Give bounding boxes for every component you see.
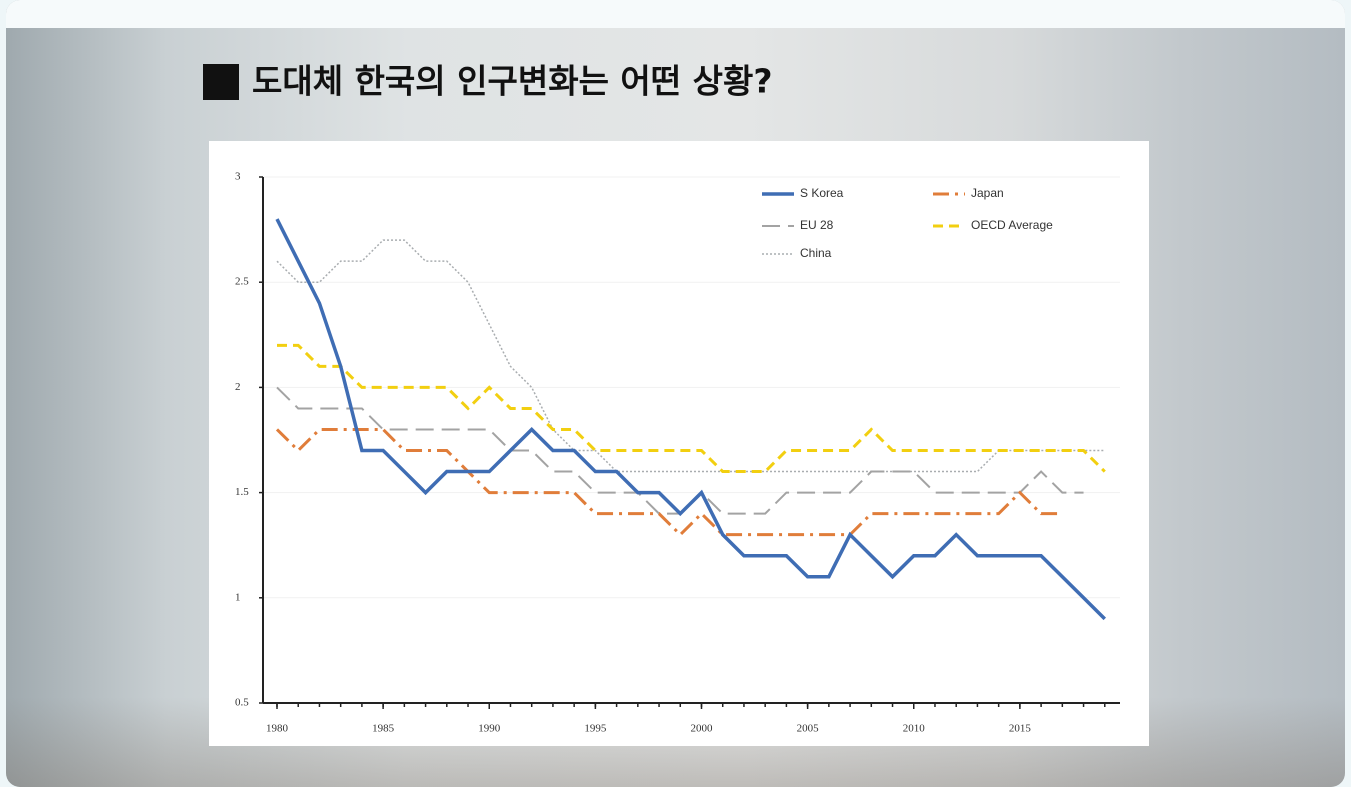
x-tick-label: 1985	[372, 723, 395, 735]
x-tick-label: 2010	[903, 723, 926, 735]
y-tick-label: 1.5	[235, 486, 249, 498]
x-tick-label: 2015	[1009, 723, 1032, 735]
y-tick-label: 2	[235, 381, 241, 393]
chart-title: 도대체 한국의 인구변화는 어떤 상황?	[252, 62, 773, 101]
legend-label: OECD Average	[971, 218, 1053, 232]
title-marker	[203, 64, 239, 100]
legend-label: EU 28	[800, 218, 834, 232]
x-tick-label: 2005	[797, 723, 820, 735]
x-tick-label: 1990	[478, 723, 501, 735]
x-tick-label: 2000	[691, 723, 714, 735]
y-tick-label: 3	[235, 171, 241, 183]
x-tick-label: 1995	[584, 723, 607, 735]
legend-label: Japan	[971, 186, 1004, 200]
legend-label: China	[800, 246, 832, 260]
y-tick-label: 1	[235, 591, 241, 603]
legend-label: S Korea	[800, 186, 844, 200]
y-tick-label: 2.5	[235, 276, 249, 288]
chart: 도대체 한국의 인구변화는 어떤 상황? 0.5 1 1.5 2 2.5 3 1980 198…	[0, 0, 1351, 787]
x-tick-label: 1980	[266, 723, 289, 735]
y-tick-label: 0.5	[235, 697, 249, 709]
page: {"chart_data": { "type": "line", "title"…	[0, 0, 1351, 787]
